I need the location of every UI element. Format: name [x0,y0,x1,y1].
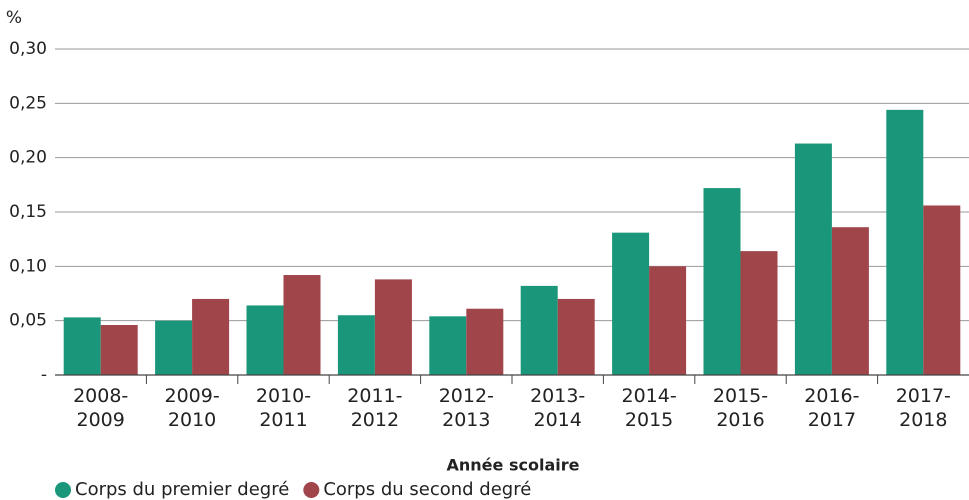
bar [794,143,832,375]
bar [246,305,284,375]
bar [740,251,778,375]
x-tick-label: 2013-2014 [530,385,586,431]
x-tick-label: 2015-2016 [712,385,769,431]
bar [612,232,650,375]
x-tick-label: 2016-2017 [804,385,860,431]
x-tick-label: 2010-2011 [255,385,312,431]
bar [466,308,504,375]
bar [155,320,193,375]
bar [283,275,321,375]
bar [557,298,595,375]
bar [886,109,924,375]
y-tick-label: 0,30 [9,39,47,59]
bar [923,205,961,375]
x-tick-label: 2017-2018 [895,385,951,431]
y-tick-label: 0,10 [9,256,47,276]
legend-marker [303,482,320,498]
bar [703,188,741,375]
bar [649,266,687,375]
bar [100,325,138,375]
y-tick-label: 0,20 [9,148,47,168]
bar [192,298,230,375]
bar [831,227,869,375]
x-tick-label: 2012-2013 [438,385,494,431]
y-tick-label: 0,15 [9,202,47,222]
legend-label: Corps du second degré [323,479,531,500]
bar [429,316,467,375]
x-axis-label: Année scolaire [447,456,580,475]
y-tick-label: 0,05 [9,311,47,331]
legend-marker [55,482,71,498]
bar [520,285,558,375]
x-tick-label: 2014-2015 [621,385,677,431]
y-tick-label: 0,25 [9,93,47,113]
bar [374,279,412,375]
y-unit: % [6,8,22,28]
bar [337,315,375,375]
x-tick-label: 2008-2009 [73,385,129,431]
x-tick-label: 2009-2010 [164,385,220,431]
legend-label: Corps du premier degré [75,479,289,500]
x-tick-label: 2011-2012 [347,385,403,431]
bar [63,317,101,375]
y-tick-label: - [41,365,47,385]
